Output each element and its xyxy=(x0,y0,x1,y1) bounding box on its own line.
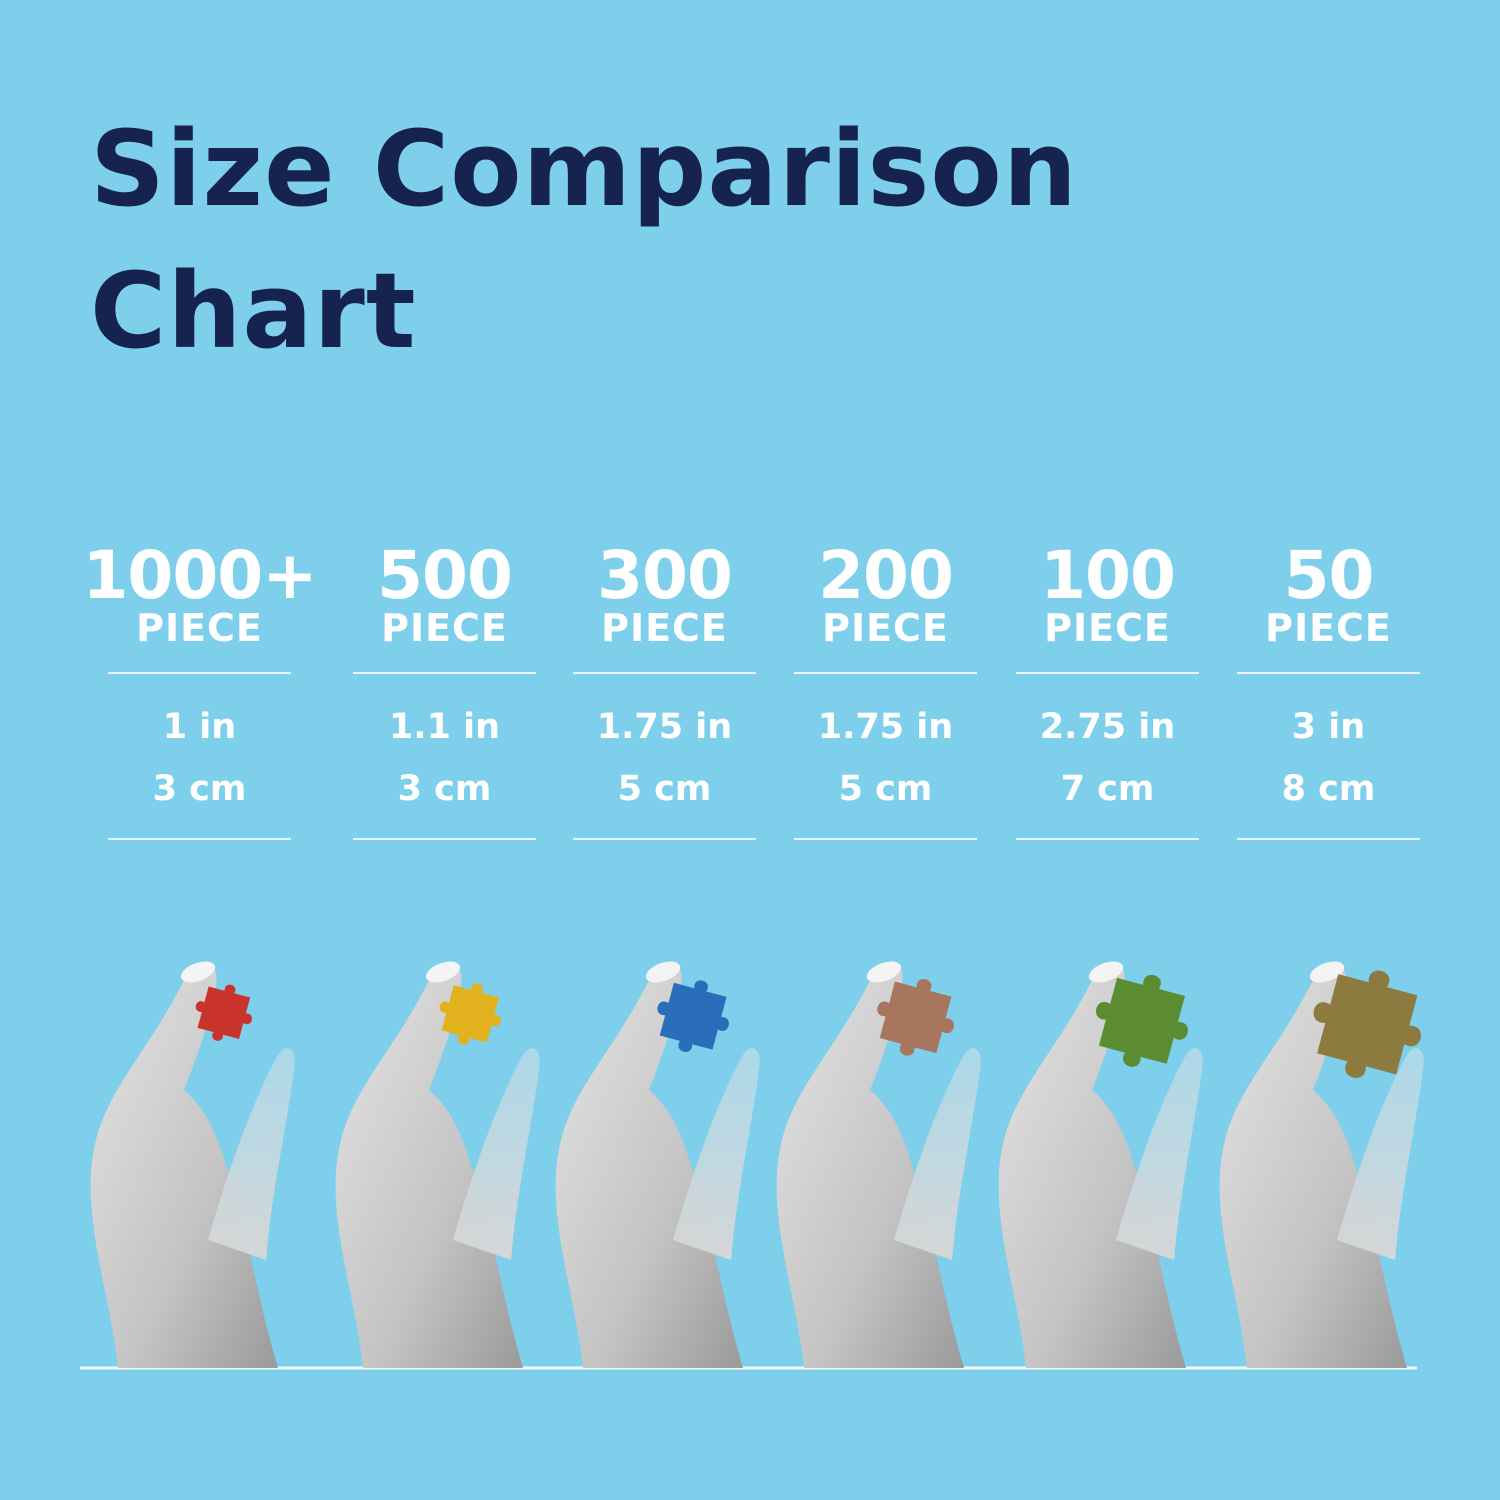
thumb-icon xyxy=(453,1048,540,1260)
size-cm: 5 cm xyxy=(838,769,933,809)
piece-count: 100 xyxy=(1040,537,1176,614)
puzzle-piece-icon xyxy=(195,984,252,1041)
hand-icon xyxy=(776,965,964,1368)
divider xyxy=(794,838,977,840)
piece-label: PIECE xyxy=(381,606,508,650)
divider xyxy=(353,838,536,840)
size-cm: 3 cm xyxy=(152,769,247,809)
piece-count: 200 xyxy=(818,537,954,614)
piece-label: PIECE xyxy=(822,606,949,650)
size-cm: 5 cm xyxy=(617,769,712,809)
divider xyxy=(794,672,977,674)
hand-holding-piece xyxy=(776,961,981,1368)
divider xyxy=(1016,838,1199,840)
size-column: 50 PIECE 3 in 8 cm xyxy=(1237,540,1420,840)
size-column: 300 PIECE 1.75 in 5 cm xyxy=(573,540,756,840)
divider xyxy=(108,672,291,674)
size-column: 500 PIECE 1.1 in 3 cm xyxy=(353,540,536,840)
fingernail-icon xyxy=(425,961,461,983)
piece-label: PIECE xyxy=(1265,606,1392,650)
size-column: 200 PIECE 1.75 in 5 cm xyxy=(794,540,977,840)
thumb-icon xyxy=(1337,1048,1424,1260)
piece-count: 50 xyxy=(1283,537,1375,614)
hand-holding-piece xyxy=(998,961,1203,1368)
fingernail-icon xyxy=(645,961,681,983)
divider xyxy=(1237,672,1420,674)
size-cm: 3 cm xyxy=(397,769,492,809)
thumb-icon xyxy=(1116,1048,1203,1260)
puzzle-piece-icon xyxy=(1096,974,1188,1067)
fingernail-icon xyxy=(1309,961,1345,983)
divider xyxy=(1237,838,1420,840)
piece-count: 500 xyxy=(377,537,513,614)
piece-count: 300 xyxy=(597,537,733,614)
title-line-1: Size Comparison xyxy=(90,108,1078,230)
puzzle-piece-icon xyxy=(657,980,729,1052)
hand-icon xyxy=(335,965,523,1368)
size-cm: 8 cm xyxy=(1281,769,1376,809)
puzzle-piece-icon xyxy=(1313,970,1421,1078)
piece-label: PIECE xyxy=(136,606,263,650)
size-column: 100 PIECE 2.75 in 7 cm xyxy=(1016,540,1199,840)
size-inches: 2.75 in xyxy=(1039,707,1176,747)
divider xyxy=(353,672,536,674)
piece-label: PIECE xyxy=(1044,606,1171,650)
hand-holding-piece xyxy=(1219,961,1424,1368)
size-inches: 1.75 in xyxy=(596,707,733,747)
thumb-icon xyxy=(673,1048,760,1260)
thumb-icon xyxy=(894,1048,981,1260)
fingernail-icon xyxy=(180,961,216,983)
puzzle-piece-icon xyxy=(877,979,954,1056)
fingernail-icon xyxy=(866,961,902,983)
divider xyxy=(1016,672,1199,674)
hand-icon xyxy=(998,965,1186,1368)
size-inches: 3 in xyxy=(1291,707,1366,747)
hand-holding-piece xyxy=(90,961,295,1368)
size-inches: 1.1 in xyxy=(388,707,501,747)
size-inches: 1 in xyxy=(162,707,237,747)
title-line-2: Chart xyxy=(90,250,417,372)
thumb-icon xyxy=(208,1048,295,1260)
puzzle-piece-icon xyxy=(439,983,501,1045)
hand-icon xyxy=(90,965,279,1368)
hand-icon xyxy=(555,965,743,1368)
page-title: Size Comparison Chart xyxy=(90,98,1078,382)
divider xyxy=(108,838,291,840)
hand-holding-piece xyxy=(335,961,540,1368)
hand-icon xyxy=(1219,965,1407,1368)
size-column: 1000+ PIECE 1 in 3 cm xyxy=(83,540,318,840)
piece-label: PIECE xyxy=(601,606,728,650)
divider xyxy=(573,838,756,840)
divider xyxy=(573,672,756,674)
fingernail-icon xyxy=(1088,961,1124,983)
size-cm: 7 cm xyxy=(1060,769,1155,809)
hand-holding-piece xyxy=(555,961,760,1368)
size-inches: 1.75 in xyxy=(817,707,954,747)
piece-count: 1000+ xyxy=(82,537,318,614)
